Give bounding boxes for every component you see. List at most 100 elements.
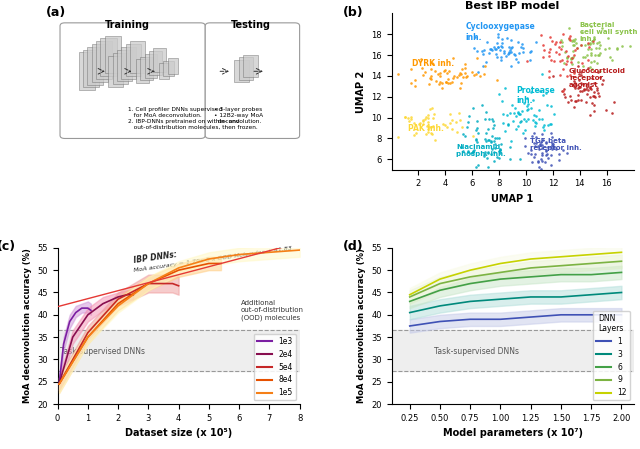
Point (484, 46, 495, 53)
Point (492, 53, 502, 60)
Point (518, 129, 528, 136)
Point (438, 121, 448, 128)
Point (561, 54, 572, 62)
Point (478, 63, 488, 70)
Point (509, 110, 519, 117)
Point (499, 49, 509, 57)
Text: MoA accuracy = 1.79e-5 x OOD Molecules + 41.83: MoA accuracy = 1.79e-5 x OOD Molecules +… (133, 246, 292, 273)
Point (543, 154, 554, 161)
Point (554, 44, 564, 51)
Point (429, 67, 440, 75)
Point (426, 75, 436, 82)
Point (529, 139, 540, 146)
Point (508, 117, 518, 124)
Point (589, 107, 599, 114)
Point (480, 116, 490, 123)
Point (538, 144, 548, 151)
FancyBboxPatch shape (154, 48, 166, 72)
Point (468, 147, 478, 154)
Point (490, 141, 500, 148)
Point (547, 130, 557, 137)
Point (551, 49, 561, 56)
Point (577, 28, 588, 35)
Point (601, 106, 611, 114)
Point (589, 68, 599, 75)
Point (477, 102, 488, 109)
Point (535, 140, 545, 147)
Point (536, 149, 547, 156)
Point (554, 51, 564, 58)
Point (511, 112, 521, 119)
Point (469, 147, 479, 154)
Point (478, 51, 488, 58)
Point (561, 58, 572, 65)
Point (547, 133, 557, 141)
Point (522, 102, 532, 109)
Point (570, 97, 580, 105)
FancyBboxPatch shape (234, 60, 249, 82)
Point (427, 130, 437, 137)
Point (575, 83, 585, 90)
Point (461, 123, 472, 131)
Point (600, 46, 611, 53)
Point (544, 68, 554, 75)
Point (545, 33, 556, 40)
Bar (392, 330, 634, 370)
Point (586, 45, 596, 53)
Point (492, 40, 502, 47)
Point (564, 35, 575, 42)
FancyBboxPatch shape (121, 47, 136, 79)
Point (458, 147, 468, 154)
Bar (58, 330, 300, 370)
Point (487, 47, 497, 54)
Point (580, 41, 591, 48)
Point (422, 118, 433, 125)
Point (579, 85, 589, 92)
Point (578, 80, 588, 87)
Point (515, 119, 525, 126)
Point (547, 37, 557, 44)
Point (597, 80, 607, 88)
Point (511, 125, 521, 132)
Point (529, 118, 540, 125)
Point (418, 71, 428, 79)
FancyBboxPatch shape (205, 23, 300, 138)
Point (463, 118, 473, 125)
Point (481, 109, 492, 116)
Point (560, 49, 570, 56)
Point (493, 134, 504, 141)
Point (545, 46, 556, 53)
Point (565, 71, 575, 79)
Point (526, 47, 536, 54)
FancyBboxPatch shape (108, 56, 123, 87)
Point (456, 143, 466, 150)
Point (531, 133, 541, 141)
Point (504, 44, 515, 51)
Point (592, 39, 602, 46)
Point (570, 35, 580, 42)
Point (443, 76, 453, 83)
Point (554, 57, 564, 65)
Point (586, 51, 596, 58)
Point (467, 68, 477, 75)
Point (585, 40, 595, 48)
Point (555, 71, 565, 78)
Point (537, 151, 547, 158)
Point (548, 141, 558, 148)
Point (518, 45, 528, 52)
Point (517, 48, 527, 55)
Point (520, 116, 530, 123)
Point (582, 87, 593, 94)
Point (566, 58, 576, 66)
Point (471, 136, 481, 143)
Point (604, 44, 614, 51)
Point (483, 136, 493, 143)
Point (482, 39, 492, 46)
Point (573, 92, 583, 99)
Point (429, 110, 439, 117)
Point (487, 145, 497, 152)
Point (557, 66, 568, 73)
Point (536, 32, 546, 39)
Point (556, 45, 566, 53)
Point (426, 130, 436, 137)
